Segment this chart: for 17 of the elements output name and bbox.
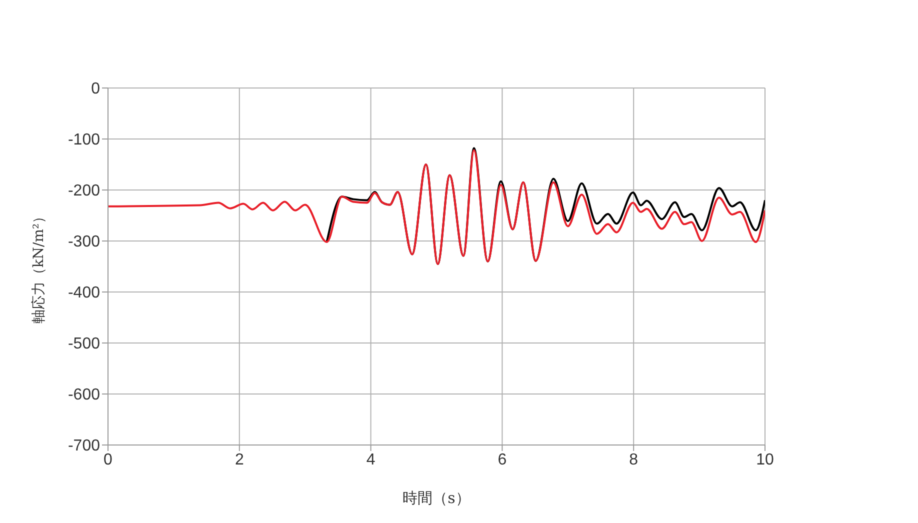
- x-tick-label: 6: [498, 451, 507, 468]
- line-series: [108, 149, 765, 265]
- y-axis-title: 軸応力（kN/m²）: [30, 209, 47, 324]
- x-tick-label: 0: [104, 451, 113, 468]
- y-tick-label: -200: [68, 182, 100, 200]
- y-tick-label: -600: [68, 386, 100, 404]
- x-axis-title: 時間（s）: [402, 489, 470, 507]
- y-tick-label: -100: [68, 132, 100, 149]
- x-tick-label: 2: [234, 451, 244, 468]
- y-tick-label: -400: [68, 284, 100, 302]
- x-tick-label: 4: [366, 451, 376, 468]
- y-tick-label: -700: [68, 438, 100, 455]
- y-tick-label: 0: [91, 80, 100, 98]
- y-tick-label: -300: [68, 234, 100, 251]
- x-tick-label: 8: [629, 451, 638, 468]
- y-tick-label: -500: [68, 336, 100, 353]
- x-tick-label: 10: [756, 451, 774, 468]
